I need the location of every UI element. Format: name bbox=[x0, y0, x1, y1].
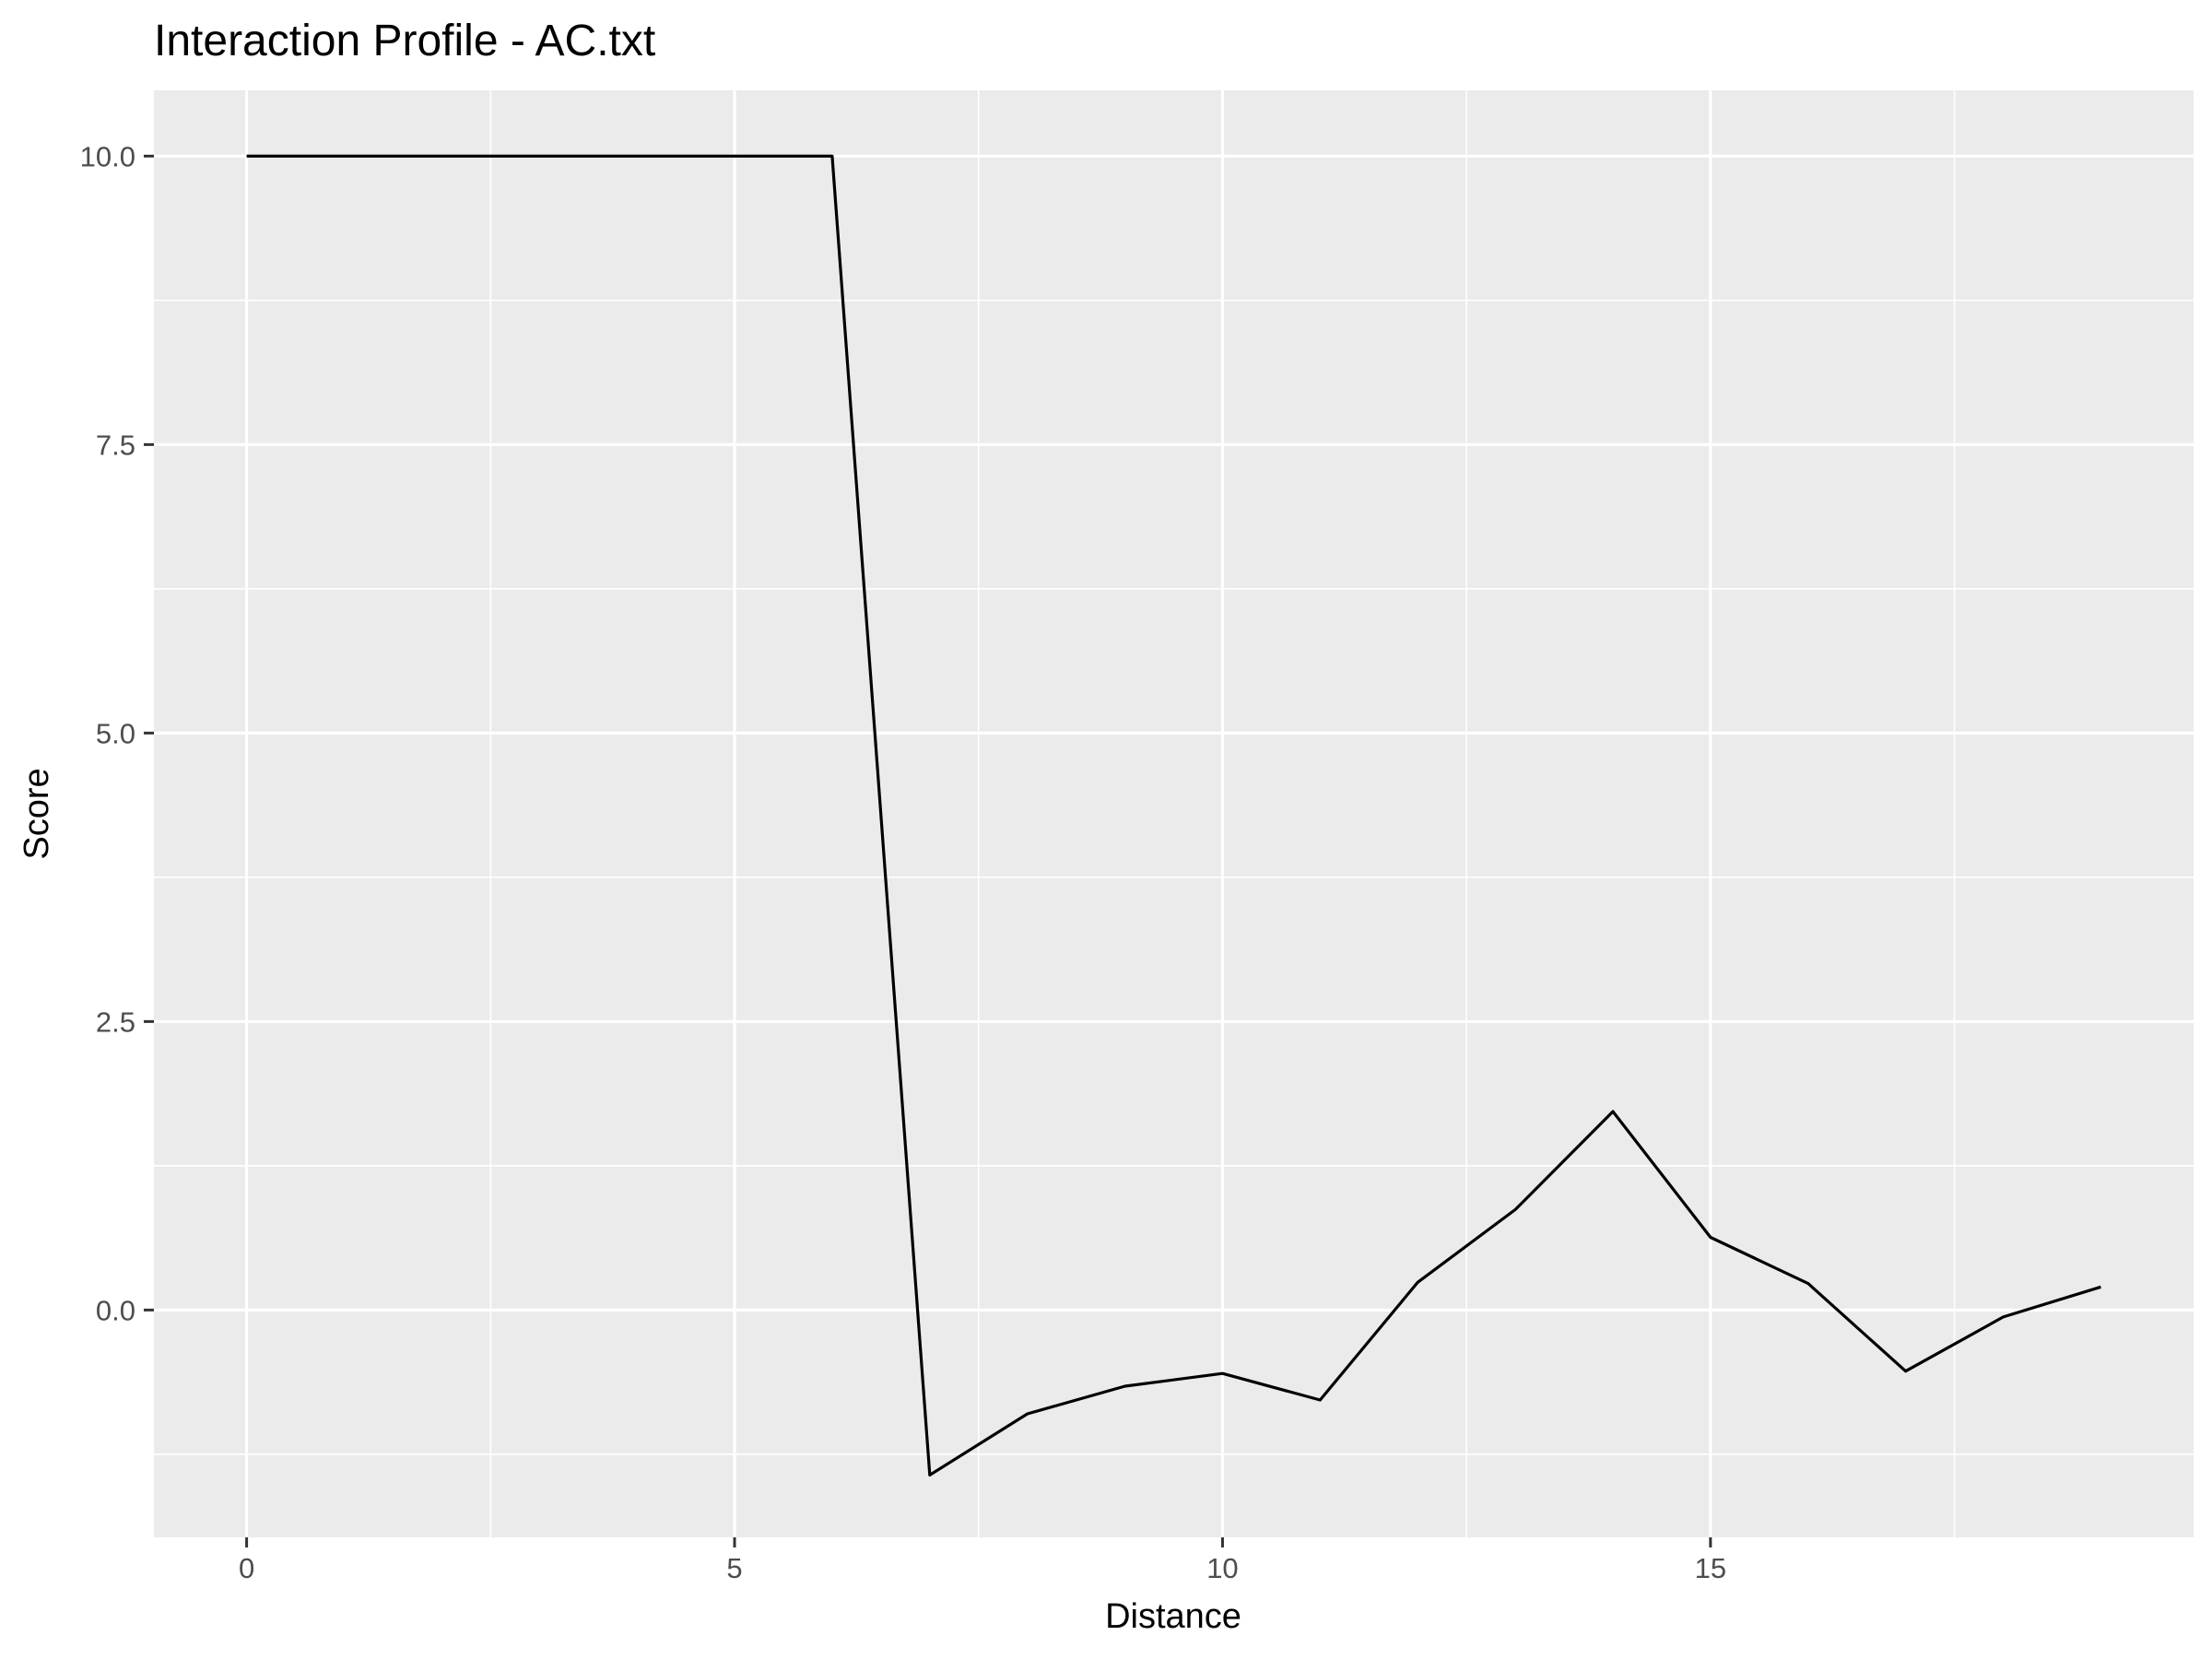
y-tick-label: 10.0 bbox=[80, 140, 135, 172]
x-tick-label: 15 bbox=[1695, 1552, 1726, 1584]
x-tick-label: 0 bbox=[239, 1552, 254, 1584]
x-tick-label: 5 bbox=[726, 1552, 742, 1584]
x-axis-title: Distance bbox=[1105, 1597, 1241, 1636]
y-tick-label: 0.0 bbox=[96, 1294, 135, 1326]
y-tick-label: 2.5 bbox=[96, 1006, 135, 1038]
series-line bbox=[246, 154, 2101, 1477]
x-tick-label: 10 bbox=[1206, 1552, 1238, 1584]
major-gridlines bbox=[154, 90, 2194, 1537]
y-axis: 0.0 2.5 5.0 7.5 10.0 bbox=[80, 140, 154, 1326]
y-tick-label: 5.0 bbox=[96, 717, 135, 749]
x-axis: 0 5 10 15 bbox=[239, 1537, 1726, 1584]
y-axis-title: Score bbox=[18, 768, 56, 859]
plot-panel bbox=[154, 90, 2194, 1537]
minor-gridlines bbox=[154, 90, 2194, 1537]
chart-title: Interaction Profile - AC.txt bbox=[154, 17, 655, 65]
y-tick-label: 7.5 bbox=[96, 429, 135, 461]
